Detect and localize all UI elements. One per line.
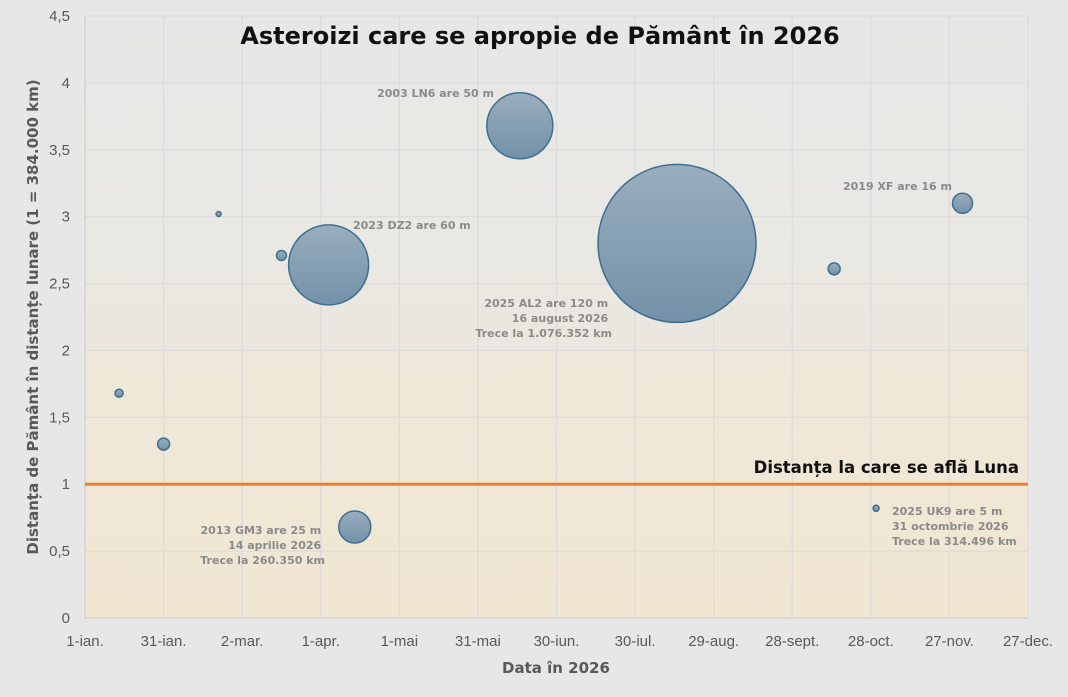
y-tick-label: 0 [62, 610, 70, 627]
y-axis-ticks: 0 0,5 1 1,5 2 2,5 3 3,5 4 4,5 [49, 8, 70, 627]
x-tick-label: 30-iul. [615, 633, 656, 650]
bubble-2003-ln6 [486, 91, 554, 160]
annotation-2019-xf: 2019 XF are 16 m [843, 180, 952, 193]
x-tick-label: 27-dec. [1003, 633, 1053, 650]
x-axis-title: Data în 2026 [502, 659, 610, 677]
annotation-2003-ln6: 2003 LN6 are 50 m [377, 87, 494, 100]
x-tick-label: 1-apr. [302, 633, 340, 650]
chart-title: Asteroizi care se apropie de Pământ în 2… [240, 22, 839, 50]
x-tick-label: 31-ian. [141, 633, 187, 650]
bubble-2025-al2 [597, 163, 757, 324]
bubble [215, 210, 222, 218]
y-tick-label: 2 [62, 342, 70, 359]
bubble-series [114, 91, 974, 544]
x-tick-label: 28-oct. [848, 633, 894, 650]
y-tick-label: 0,5 [49, 543, 70, 560]
x-tick-label: 28-sept. [765, 633, 819, 650]
bubble [156, 437, 171, 451]
annotation-2025-uk9: 2025 UK9 are 5 m 31 octombrie 2026 Trece… [892, 505, 1017, 548]
bubble-2013-gm3 [338, 510, 372, 544]
moon-distance-label: Distanța la care se află Luna [754, 458, 1019, 477]
y-tick-label: 3 [62, 209, 70, 226]
x-tick-label: 1-ian. [66, 633, 104, 650]
y-tick-label: 1,5 [49, 409, 70, 426]
y-tick-label: 2,5 [49, 276, 70, 293]
y-tick-label: 4,5 [49, 8, 70, 25]
bubble-2025-uk9 [872, 504, 880, 513]
y-tick-label: 3,5 [49, 142, 70, 159]
bubble [827, 262, 841, 276]
y-tick-label: 1 [62, 476, 70, 493]
x-tick-label: 31-mai [455, 633, 501, 650]
y-tick-label: 4 [62, 75, 70, 92]
gridlines [85, 15, 1029, 618]
annotation-2023-dz2: 2023 DZ2 are 60 m [353, 219, 471, 232]
bubble-2019-xf [951, 192, 974, 215]
bubble [275, 249, 288, 262]
x-tick-label: 30-iun. [534, 633, 580, 650]
bubble-2023-dz2 [287, 224, 370, 306]
annotation-2025-al2: 2025 AL2 are 120 m 16 august 2026 Trece … [475, 297, 612, 340]
x-axis-ticks: 1-ian. 31-ian. 2-mar. 1-apr. 1-mai 31-mai 30-i… [66, 633, 1053, 650]
x-tick-label: 27-nov. [925, 633, 974, 650]
x-tick-label: 2-mar. [221, 633, 264, 650]
x-tick-label: 1-mai [381, 633, 419, 650]
x-tick-label: 29-aug. [688, 633, 739, 650]
bubble [114, 388, 124, 399]
annotation-2013-gm3: 2013 GM3 are 25 m 14 aprilie 2026 Trece … [200, 524, 325, 567]
y-axis-title: Distanța de Pământ în distanțe lunare (1… [24, 79, 42, 554]
